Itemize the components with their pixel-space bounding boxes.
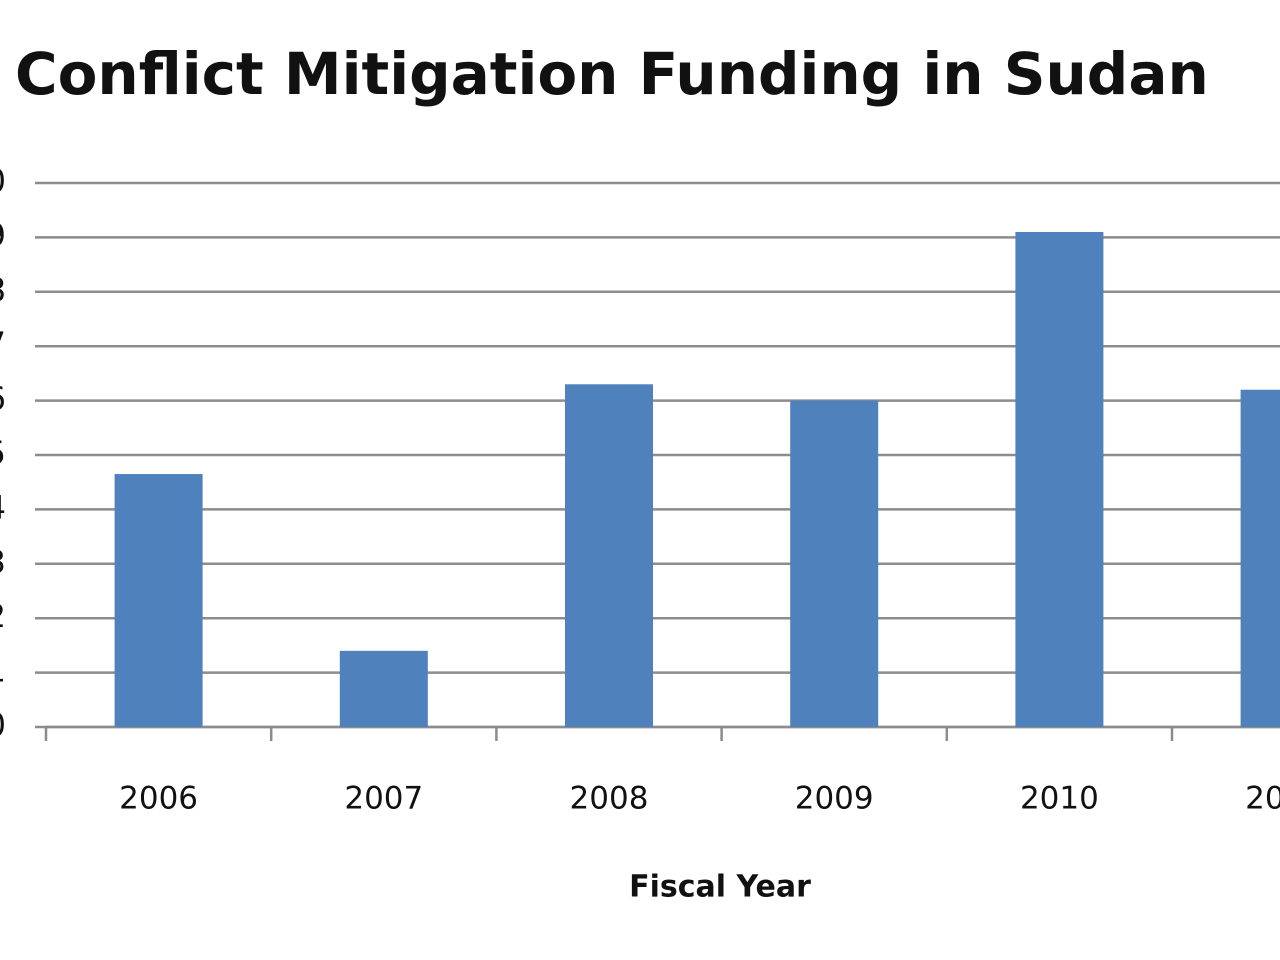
y-tick-label: 1 bbox=[0, 652, 6, 690]
y-tick-label: 10 bbox=[0, 162, 6, 200]
y-tick-label: 2 bbox=[0, 597, 6, 635]
y-tick-label: 9 bbox=[0, 216, 6, 254]
y-tick-label: 4 bbox=[0, 488, 6, 526]
y-tick-label: 0 bbox=[0, 706, 6, 744]
x-tick-label: 2008 bbox=[570, 781, 649, 817]
x-axis-title: Fiscal Year bbox=[629, 870, 811, 905]
bar bbox=[114, 474, 203, 727]
x-tick-label: 2010 bbox=[1020, 781, 1099, 817]
bar bbox=[339, 650, 428, 727]
y-tick-label: 8 bbox=[0, 271, 6, 309]
x-tick-label: 2009 bbox=[795, 781, 874, 817]
x-tick-label: 2011 bbox=[1245, 781, 1280, 817]
x-tick-label: 2006 bbox=[119, 781, 198, 817]
chart-title: Conflict Mitigation Funding in Sudan bbox=[15, 40, 1209, 108]
y-tick-label: 7 bbox=[0, 325, 6, 363]
bar bbox=[1240, 389, 1280, 727]
bar bbox=[565, 384, 653, 727]
y-tick-label: 6 bbox=[0, 380, 6, 418]
y-tick-label: 3 bbox=[0, 543, 6, 581]
bar bbox=[790, 400, 879, 727]
y-tick-label: 5 bbox=[0, 434, 6, 472]
bar bbox=[1015, 231, 1104, 727]
x-tick-label: 2007 bbox=[344, 781, 423, 817]
